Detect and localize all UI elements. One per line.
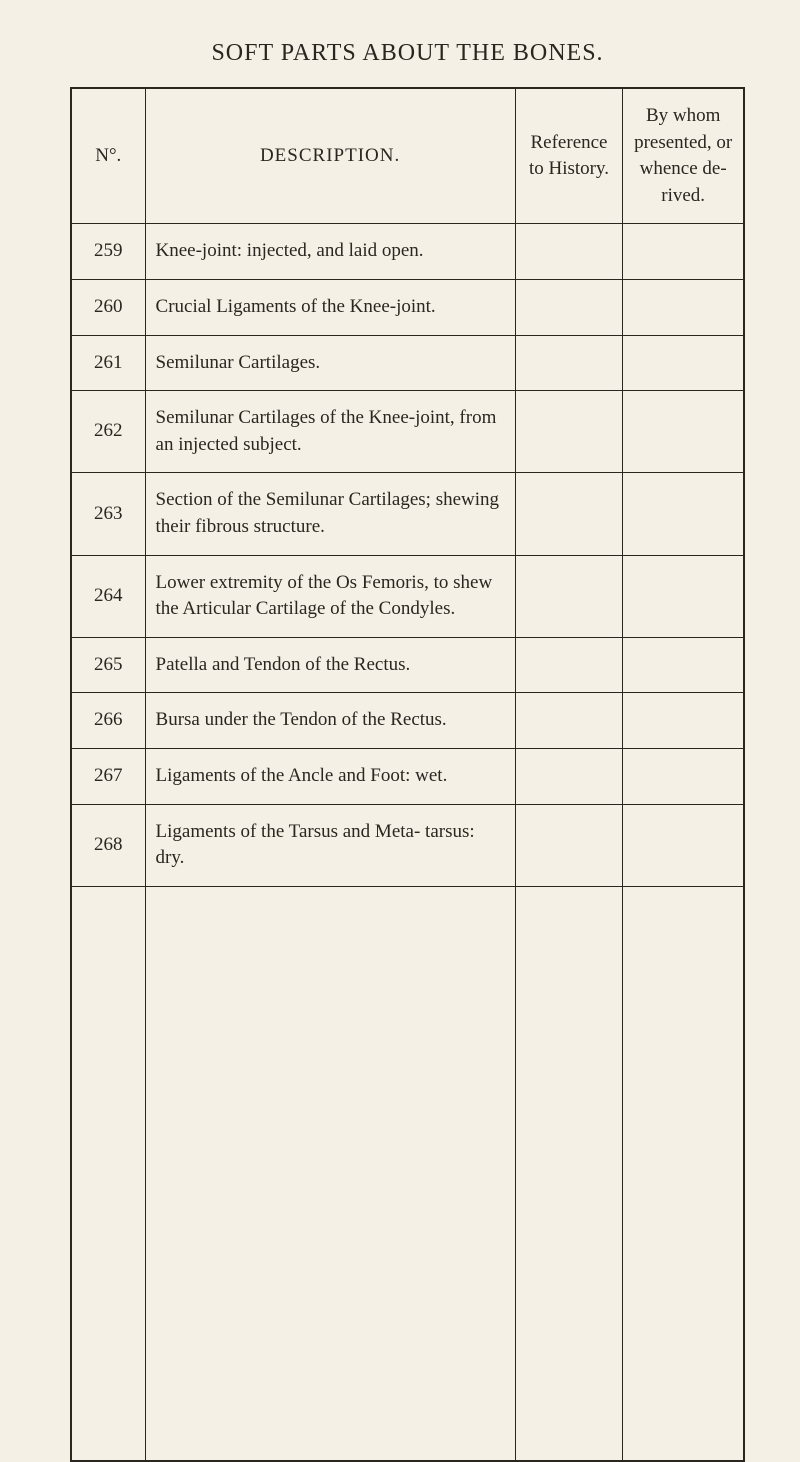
- col-header-reference: Reference to History.: [515, 88, 623, 224]
- table-row: 266 Bursa under the Tendon of the Rectus…: [71, 693, 744, 749]
- row-number: 265: [71, 637, 145, 693]
- row-description: Semilunar Cartilages of the Knee-joint, …: [145, 391, 515, 473]
- row-bywhom: [623, 555, 744, 637]
- row-description: Crucial Ligaments of the Knee-joint.: [145, 279, 515, 335]
- row-number: 262: [71, 391, 145, 473]
- row-bywhom: [623, 473, 744, 555]
- col-header-number: N°.: [71, 88, 145, 224]
- row-description: Ligaments of the Ancle and Foot: wet.: [145, 748, 515, 804]
- row-bywhom: [623, 224, 744, 280]
- row-reference: [515, 391, 623, 473]
- row-bywhom: [623, 804, 744, 886]
- row-description: Patella and Tendon of the Rectus.: [145, 637, 515, 693]
- empty-cell: [515, 886, 623, 1461]
- table-header-row: N°. DESCRIPTION. Reference to History. B…: [71, 88, 744, 224]
- row-description: Semilunar Cartilages.: [145, 335, 515, 391]
- row-bywhom: [623, 279, 744, 335]
- row-description: Ligaments of the Tarsus and Meta- tarsus…: [145, 804, 515, 886]
- row-number: 260: [71, 279, 145, 335]
- row-number: 263: [71, 473, 145, 555]
- row-bywhom: [623, 693, 744, 749]
- row-reference: [515, 693, 623, 749]
- row-reference: [515, 804, 623, 886]
- table-body: 259 Knee-joint: injected, and laid open.…: [71, 224, 744, 1461]
- page: SOFT PARTS ABOUT THE BONES. N°. DESCRIPT…: [0, 0, 800, 1419]
- row-number: 268: [71, 804, 145, 886]
- bones-table: N°. DESCRIPTION. Reference to History. B…: [70, 87, 745, 1462]
- col-header-bywhom: By whom presented, or whence de- rived.: [623, 88, 744, 224]
- row-bywhom: [623, 391, 744, 473]
- table-row: 263 Section of the Semilunar Cartilages;…: [71, 473, 744, 555]
- page-title: SOFT PARTS ABOUT THE BONES.: [70, 40, 745, 67]
- table-row-empty: [71, 886, 744, 1461]
- row-number: 259: [71, 224, 145, 280]
- table-row: 265 Patella and Tendon of the Rectus.: [71, 637, 744, 693]
- table-row: 264 Lower extremity of the Os Femoris, t…: [71, 555, 744, 637]
- row-reference: [515, 637, 623, 693]
- row-number: 267: [71, 748, 145, 804]
- table-row: 267 Ligaments of the Ancle and Foot: wet…: [71, 748, 744, 804]
- row-reference: [515, 555, 623, 637]
- table-row: 260 Crucial Ligaments of the Knee-joint.: [71, 279, 744, 335]
- row-reference: [515, 224, 623, 280]
- row-number: 264: [71, 555, 145, 637]
- col-header-description: DESCRIPTION.: [145, 88, 515, 224]
- row-reference: [515, 473, 623, 555]
- empty-cell: [71, 886, 145, 1461]
- row-bywhom: [623, 748, 744, 804]
- row-description: Bursa under the Tendon of the Rectus.: [145, 693, 515, 749]
- row-number: 261: [71, 335, 145, 391]
- row-reference: [515, 279, 623, 335]
- row-description: Section of the Semilunar Cartilages; she…: [145, 473, 515, 555]
- row-description: Lower extremity of the Os Femoris, to sh…: [145, 555, 515, 637]
- table-row: 261 Semilunar Cartilages.: [71, 335, 744, 391]
- row-description: Knee-joint: injected, and laid open.: [145, 224, 515, 280]
- row-number: 266: [71, 693, 145, 749]
- row-bywhom: [623, 335, 744, 391]
- row-reference: [515, 748, 623, 804]
- table-row: 259 Knee-joint: injected, and laid open.: [71, 224, 744, 280]
- table-row: 268 Ligaments of the Tarsus and Meta- ta…: [71, 804, 744, 886]
- row-reference: [515, 335, 623, 391]
- empty-cell: [623, 886, 744, 1461]
- table-row: 262 Semilunar Cartilages of the Knee-joi…: [71, 391, 744, 473]
- row-bywhom: [623, 637, 744, 693]
- empty-cell: [145, 886, 515, 1461]
